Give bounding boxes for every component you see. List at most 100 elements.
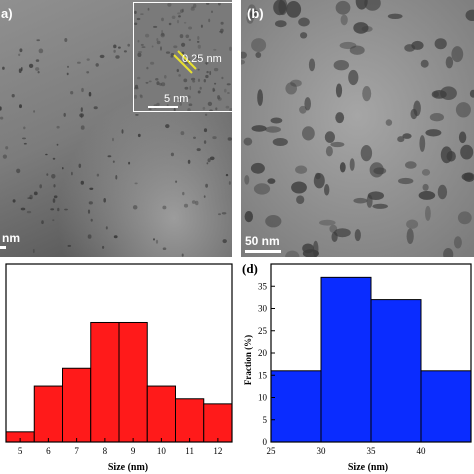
particle (145, 81, 149, 84)
tem-inset: 0.25 nm 5 nm (133, 1, 232, 113)
particle (295, 165, 308, 174)
particle (241, 51, 247, 59)
particle (23, 142, 27, 145)
particle (134, 182, 138, 185)
panel-label-d: (d) (242, 261, 258, 276)
particle (218, 213, 221, 216)
particle (188, 38, 191, 42)
particle (209, 109, 213, 112)
particle (219, 30, 222, 33)
particle (372, 203, 388, 209)
particle (205, 62, 208, 65)
particle (187, 159, 191, 164)
inset-texture (133, 1, 232, 113)
particle (425, 205, 431, 221)
particle (203, 79, 206, 83)
particle (193, 136, 196, 139)
particle (469, 89, 474, 98)
panel-label-a: a) (1, 6, 13, 21)
particle (173, 45, 178, 49)
particle (179, 102, 182, 106)
histogram-bar (175, 398, 205, 443)
particle (35, 67, 40, 71)
particle (324, 131, 335, 143)
particle (335, 112, 345, 124)
particle (145, 33, 150, 38)
x-tick-label: 35 (367, 446, 377, 456)
particle (102, 245, 105, 249)
particle (461, 172, 474, 181)
histogram-c: 5 6 7 8 9 10 11 12 Size (nm) (5, 263, 233, 473)
particle (20, 207, 26, 211)
x-tick-label: 40 (417, 446, 427, 456)
particle (56, 143, 59, 146)
histogram-bar (118, 321, 148, 443)
particle (197, 90, 201, 94)
particle (0, 116, 4, 120)
particle (366, 194, 373, 208)
particle (202, 106, 206, 110)
particle (304, 97, 311, 111)
particle (203, 128, 208, 133)
particle (204, 62, 209, 64)
particle (443, 248, 454, 257)
particle (265, 126, 281, 133)
particle (212, 87, 215, 92)
particle (176, 19, 180, 24)
bars-c (5, 321, 233, 443)
particle (140, 43, 144, 46)
particle (299, 105, 307, 114)
scale-label-b: 50 nm (245, 234, 280, 248)
particle (244, 175, 250, 185)
particle (35, 59, 40, 62)
particle (197, 36, 200, 40)
particle (187, 108, 191, 113)
particle (222, 239, 227, 244)
particle (465, 9, 474, 21)
particle (285, 82, 297, 95)
particle (156, 102, 160, 107)
particle (161, 82, 166, 87)
y-tick-label: 35 (258, 281, 268, 291)
particle (156, 81, 160, 86)
particle (175, 180, 178, 183)
particle (402, 133, 412, 139)
particle (188, 103, 193, 106)
particle (26, 210, 32, 214)
particle (52, 198, 56, 203)
particle (308, 58, 316, 72)
particle (333, 59, 349, 71)
x-tick-label: 30 (317, 446, 327, 456)
particle (64, 38, 68, 42)
inset-scale-label: 5 nm (164, 93, 189, 105)
particle (398, 177, 414, 185)
particle (218, 1, 221, 6)
particle (162, 247, 167, 250)
particle (99, 54, 105, 59)
y-tick-label: 10 (258, 393, 268, 403)
particle (205, 183, 209, 188)
particle (81, 87, 84, 93)
particle (300, 32, 308, 39)
particle (185, 34, 190, 39)
particle (71, 171, 73, 176)
particle (22, 137, 26, 140)
particle (153, 25, 158, 28)
particle (134, 87, 139, 90)
particle (404, 44, 416, 52)
particle (141, 46, 146, 48)
particle (203, 140, 207, 144)
particle (189, 85, 192, 91)
particle (29, 194, 33, 200)
particle (156, 38, 159, 42)
particle (362, 86, 372, 102)
particle (140, 94, 143, 99)
tem-texture-b (241, 0, 474, 257)
particle (206, 2, 210, 5)
particle (196, 40, 200, 43)
particle (138, 51, 143, 53)
y-tick-label: 15 (258, 370, 268, 380)
particle (19, 48, 23, 53)
particle (207, 158, 211, 163)
